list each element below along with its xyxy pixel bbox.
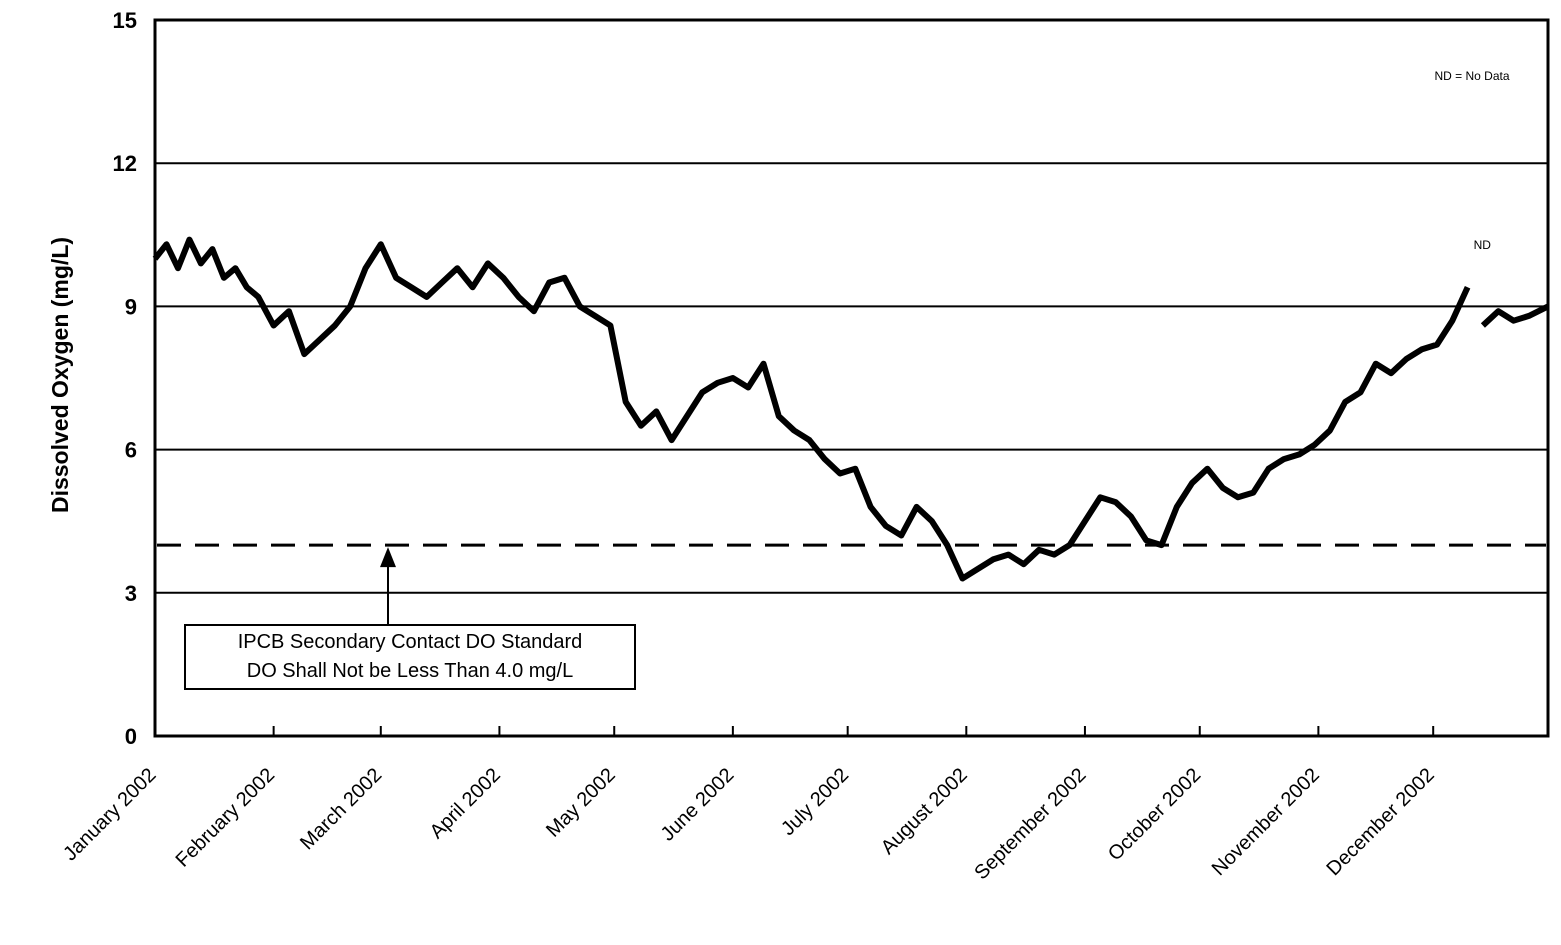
plot-area-frame — [153, 18, 1550, 738]
x-tick-label: December 2002 — [1323, 764, 1439, 880]
nd-label: ND — [1474, 238, 1492, 252]
annotation-line-1: IPCB Secondary Contact DO Standard — [238, 631, 583, 653]
y-tick-label: 6 — [125, 438, 137, 463]
y-axis-label: Dissolved Oxygen (mg/L) — [47, 237, 73, 513]
x-tick-label: October 2002 — [1104, 764, 1205, 865]
do-series-line — [152, 236, 1550, 582]
x-tick-label: July 2002 — [777, 764, 853, 840]
x-tick-label: September 2002 — [970, 764, 1090, 884]
y-tick-label: 9 — [125, 294, 137, 319]
y-tick-label: 12 — [113, 151, 137, 176]
annotation-line-2: DO Shall Not be Less Than 4.0 mg/L — [247, 660, 573, 682]
y-axis-ticks: 0 3 6 9 12 15 — [113, 8, 137, 749]
legend-note: ND = No Data — [1434, 69, 1509, 83]
annotation-arrow-head — [380, 547, 396, 568]
x-tick-label: November 2002 — [1208, 764, 1324, 880]
gridlines — [155, 162, 1548, 594]
x-tick-label: June 2002 — [657, 764, 739, 846]
x-axis-ticks: January 2002 February 2002 March 2002 April… — [59, 726, 1439, 884]
x-tick-label: February 2002 — [172, 764, 280, 872]
x-tick-label: April 2002 — [426, 764, 505, 843]
x-tick-label: May 2002 — [542, 764, 620, 842]
y-tick-label: 0 — [125, 724, 137, 749]
x-tick-label: March 2002 — [296, 764, 386, 854]
y-tick-label: 15 — [113, 8, 137, 33]
y-tick-label: 3 — [125, 581, 137, 606]
x-tick-label: August 2002 — [877, 764, 972, 859]
x-tick-label: January 2002 — [59, 764, 160, 865]
standard-annotation: IPCB Secondary Contact DO Standard DO Sh… — [184, 547, 636, 690]
annotation-box — [184, 624, 636, 690]
